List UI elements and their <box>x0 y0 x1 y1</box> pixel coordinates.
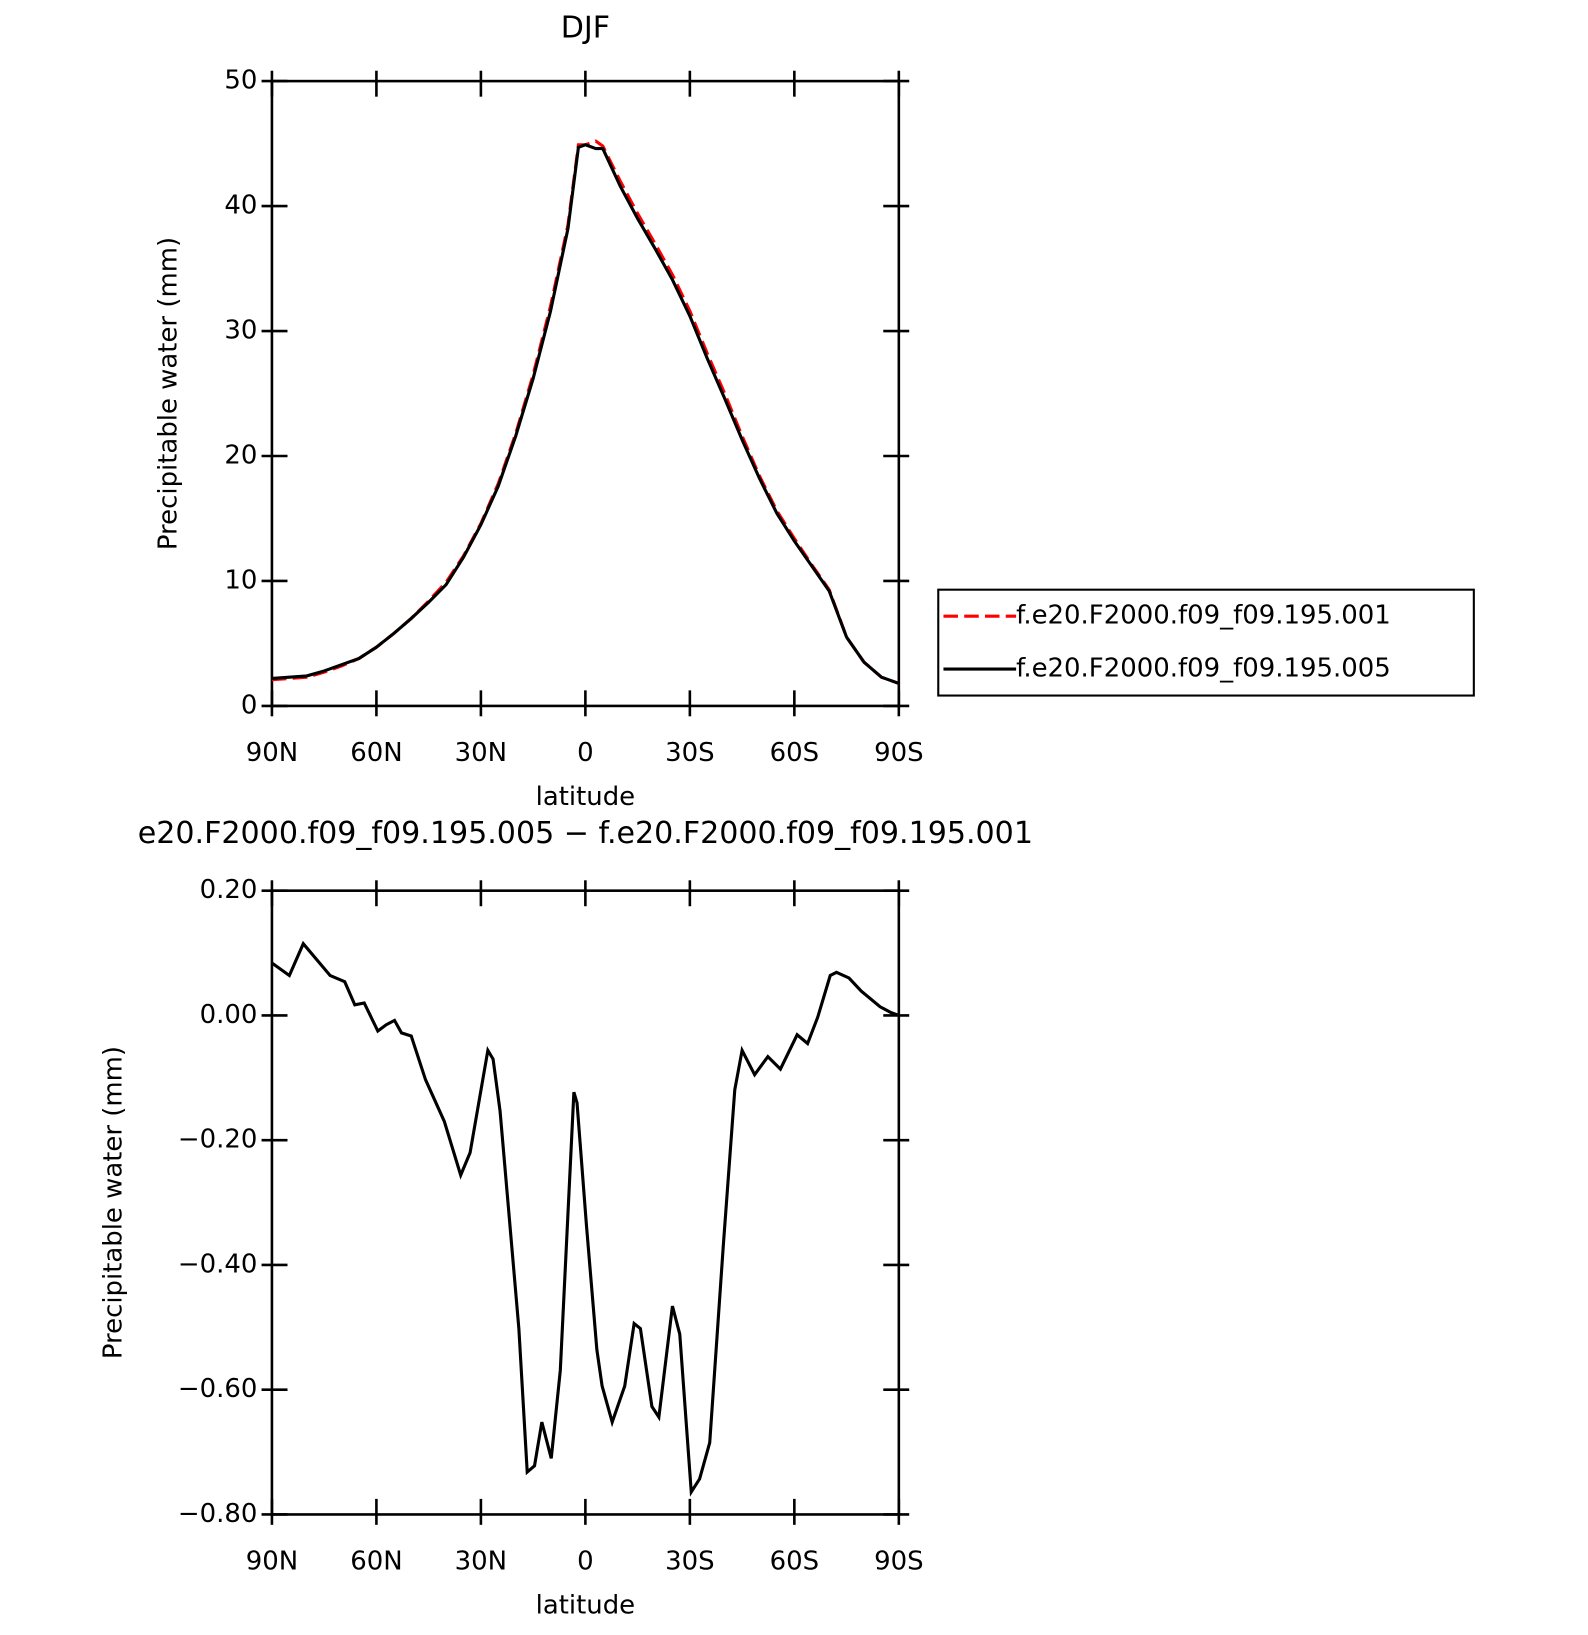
x-tick-label: 60N <box>350 1547 402 1577</box>
y-tick-label: 50 <box>224 66 257 96</box>
chart-title: DJF <box>561 11 610 46</box>
x-tick-label: 60N <box>350 738 402 768</box>
x-tick-label: 30N <box>455 738 507 768</box>
y-tick-label: 0 <box>241 690 258 720</box>
y-tick-label: 0.00 <box>200 1000 258 1030</box>
y-tick-label: 0.20 <box>200 875 258 905</box>
x-tick-label: 0 <box>577 1547 594 1577</box>
x-tick-label: 30S <box>665 1547 714 1577</box>
y-tick-label: −0.60 <box>178 1374 257 1404</box>
x-tick-label: 90N <box>246 738 298 768</box>
y-tick-label: −0.20 <box>178 1125 257 1155</box>
plot-frame <box>270 79 901 708</box>
y-tick-label: 40 <box>224 191 257 221</box>
x-tick-label: 60S <box>770 1547 819 1577</box>
data-line <box>271 143 900 685</box>
y-tick-label: −0.40 <box>178 1249 257 1279</box>
y-tick-label: 20 <box>224 440 257 470</box>
y-tick-label: 30 <box>224 316 257 346</box>
chart-title: e20.F2000.f09_f09.195.005 − f.e20.F2000.… <box>138 816 1033 851</box>
legend-label: f.e20.F2000.f09_f09.195.001 <box>1016 601 1391 631</box>
x-axis-label: latitude <box>536 1590 636 1620</box>
legend-label: f.e20.F2000.f09_f09.195.005 <box>1016 654 1391 684</box>
x-tick-label: 0 <box>577 738 594 768</box>
x-tick-label: 90S <box>874 738 923 768</box>
x-tick-label: 30S <box>665 738 714 768</box>
y-tick-label: −0.80 <box>178 1499 257 1529</box>
x-tick-label: 90S <box>874 1547 923 1577</box>
data-line <box>271 940 900 1497</box>
x-tick-label: 60S <box>770 738 819 768</box>
x-tick-label: 30N <box>455 1547 507 1577</box>
data-line <box>271 139 900 685</box>
legend-box <box>937 588 1475 697</box>
y-axis-label: Precipitable water (mm) <box>99 1046 129 1359</box>
y-tick-label: 10 <box>224 565 257 595</box>
y-axis-label: Precipitable water (mm) <box>154 237 184 550</box>
x-axis-label: latitude <box>536 782 636 812</box>
x-tick-label: 90N <box>246 1547 298 1577</box>
